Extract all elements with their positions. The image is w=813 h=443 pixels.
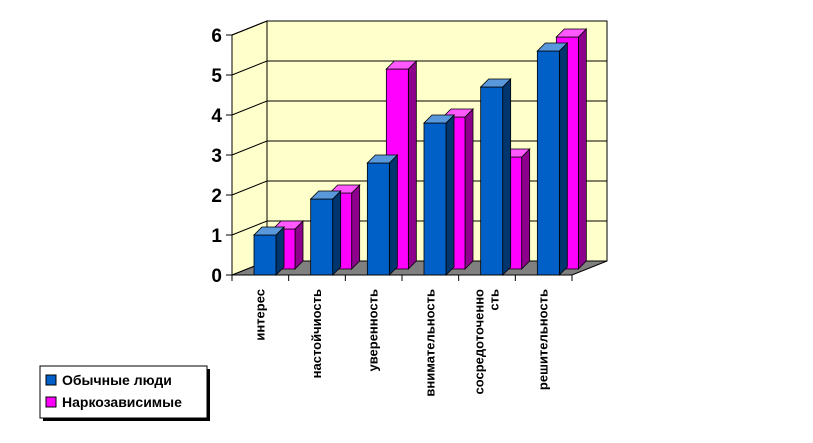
bar-side bbox=[332, 190, 342, 276]
bar-top bbox=[366, 154, 399, 164]
bar bbox=[423, 114, 455, 276]
bar-front bbox=[310, 198, 334, 276]
bar bbox=[253, 226, 285, 276]
bar-front bbox=[536, 50, 560, 276]
bar-top bbox=[385, 60, 418, 70]
legend-label: Наркозависимые bbox=[62, 394, 182, 410]
bar-group bbox=[536, 42, 569, 276]
x-tick-label-line: настойчиость bbox=[309, 289, 324, 378]
y-tick-label: 5 bbox=[211, 66, 222, 87]
bar-group bbox=[253, 226, 285, 276]
bar-side bbox=[521, 148, 531, 270]
y-tick-label: 3 bbox=[211, 146, 222, 167]
bar bbox=[536, 42, 569, 276]
x-tick-label: интерес bbox=[252, 289, 267, 341]
bar bbox=[366, 154, 399, 276]
bar-top bbox=[423, 114, 455, 124]
x-tick-label-line: сть bbox=[487, 289, 502, 311]
x-tick-label: настойчиость bbox=[309, 289, 324, 378]
bar-top bbox=[309, 190, 342, 200]
x-tick-label: уверенность bbox=[366, 289, 381, 372]
bar-group bbox=[479, 78, 512, 276]
gridline bbox=[231, 60, 607, 76]
bar-side bbox=[445, 114, 455, 276]
bar-top bbox=[555, 28, 588, 38]
x-tick-label-line: сосредоточенно bbox=[472, 289, 487, 395]
y-tick-label: 4 bbox=[211, 106, 222, 127]
y-tick-label: 6 bbox=[211, 26, 222, 47]
bar-side bbox=[388, 154, 398, 276]
y-tick-label: 2 bbox=[211, 186, 222, 207]
bar-front bbox=[253, 234, 277, 276]
legend-swatch bbox=[45, 396, 57, 408]
bar-front bbox=[366, 162, 390, 276]
bar-group bbox=[423, 114, 455, 276]
legend-label: Обычные люди bbox=[62, 372, 172, 388]
x-tick-label-line: внимательность bbox=[422, 289, 437, 397]
x-tick-label: сосредоточенность bbox=[472, 289, 502, 395]
y-tick-label: 1 bbox=[211, 226, 222, 247]
bar-side bbox=[464, 108, 474, 270]
x-tick-label: решительность bbox=[536, 289, 551, 390]
bar bbox=[309, 190, 342, 276]
x-tick-label-line: решительность bbox=[536, 289, 551, 390]
x-axis: интерес настойчиость уверенность внимательн… bbox=[231, 274, 573, 397]
bar bbox=[479, 78, 512, 276]
bar-side bbox=[577, 28, 587, 270]
bar-side bbox=[558, 42, 568, 276]
bar-side bbox=[502, 78, 512, 276]
bar-group bbox=[366, 154, 399, 276]
bar-top bbox=[479, 78, 512, 88]
y-axis: 0 1 2 3 4 5 6 bbox=[211, 26, 233, 287]
bar-top bbox=[536, 42, 569, 52]
bar-side bbox=[407, 60, 417, 270]
bar-side bbox=[351, 184, 361, 270]
bar-group bbox=[309, 190, 342, 276]
y-tick-label: 0 bbox=[211, 266, 222, 287]
legend: Обычные люди Наркозависимые bbox=[39, 365, 210, 421]
bar-front bbox=[480, 86, 504, 276]
x-tick-label-line: интерес bbox=[252, 289, 267, 341]
legend-swatch bbox=[45, 374, 57, 386]
bar-front bbox=[423, 122, 447, 276]
bars bbox=[253, 28, 588, 276]
gridline bbox=[231, 20, 607, 36]
x-tick-label: внимательность bbox=[422, 289, 437, 397]
bar-top bbox=[253, 226, 285, 236]
legend-box bbox=[39, 365, 208, 419]
x-tick-label-line: уверенность bbox=[366, 289, 381, 372]
